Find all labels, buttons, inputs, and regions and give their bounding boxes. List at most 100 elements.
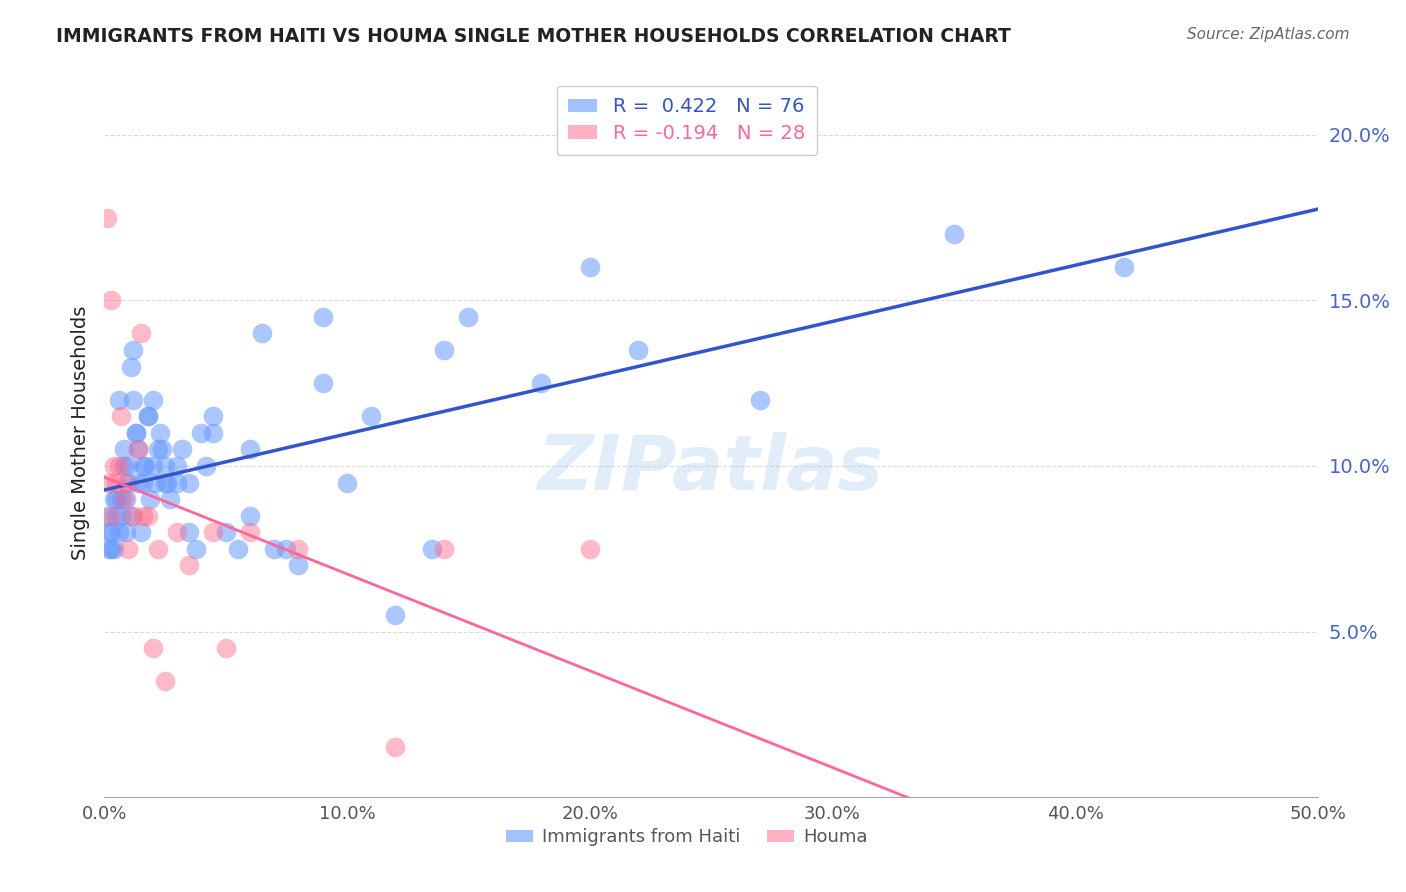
Immigrants from Haiti (125, 425, 148, 440)
Houma (132, 508, 155, 523)
Immigrants from Haiti (120, 508, 142, 523)
Houma (578, 541, 600, 556)
Immigrants from Haiti (112, 458, 135, 473)
Immigrants from Haiti (150, 442, 173, 457)
Legend: R =  0.422   N = 76, R = -0.194   N = 28: R = 0.422 N = 76, R = -0.194 N = 28 (557, 86, 817, 154)
Immigrants from Haiti (149, 425, 172, 440)
Immigrants from Haiti (170, 442, 193, 457)
Immigrants from Haiti (1112, 260, 1135, 275)
Houma (117, 541, 139, 556)
Immigrants from Haiti (153, 475, 176, 490)
Immigrants from Haiti (105, 508, 128, 523)
Houma (146, 541, 169, 556)
Immigrants from Haiti (132, 458, 155, 473)
Immigrants from Haiti (177, 475, 200, 490)
Immigrants from Haiti (98, 541, 121, 556)
Immigrants from Haiti (263, 541, 285, 556)
Immigrants from Haiti (142, 458, 165, 473)
Immigrants from Haiti (384, 607, 406, 622)
Immigrants from Haiti (112, 442, 135, 457)
Immigrants from Haiti (311, 376, 333, 391)
Immigrants from Haiti (226, 541, 249, 556)
Immigrants from Haiti (287, 558, 309, 573)
Immigrants from Haiti (336, 475, 359, 490)
Immigrants from Haiti (134, 458, 156, 473)
Immigrants from Haiti (457, 310, 479, 324)
Immigrants from Haiti (311, 310, 333, 324)
Immigrants from Haiti (142, 392, 165, 407)
Houma (177, 558, 200, 573)
Houma (239, 525, 262, 540)
Y-axis label: Single Mother Households: Single Mother Households (72, 306, 90, 560)
Houma (103, 458, 125, 473)
Immigrants from Haiti (117, 475, 139, 490)
Immigrants from Haiti (120, 359, 142, 374)
Immigrants from Haiti (748, 392, 770, 407)
Immigrants from Haiti (578, 260, 600, 275)
Immigrants from Haiti (100, 541, 122, 556)
Houma (202, 525, 225, 540)
Houma (384, 740, 406, 755)
Houma (142, 641, 165, 656)
Immigrants from Haiti (96, 508, 118, 523)
Houma (96, 211, 118, 225)
Immigrants from Haiti (98, 525, 121, 540)
Immigrants from Haiti (125, 425, 148, 440)
Immigrants from Haiti (103, 491, 125, 506)
Immigrants from Haiti (136, 409, 159, 424)
Immigrants from Haiti (122, 343, 145, 357)
Text: Source: ZipAtlas.com: Source: ZipAtlas.com (1187, 27, 1350, 42)
Immigrants from Haiti (153, 458, 176, 473)
Houma (129, 326, 152, 341)
Houma (287, 541, 309, 556)
Immigrants from Haiti (110, 508, 132, 523)
Immigrants from Haiti (146, 442, 169, 457)
Immigrants from Haiti (132, 475, 155, 490)
Houma (100, 293, 122, 308)
Immigrants from Haiti (250, 326, 273, 341)
Immigrants from Haiti (122, 392, 145, 407)
Houma (110, 409, 132, 424)
Houma (136, 508, 159, 523)
Immigrants from Haiti (190, 425, 212, 440)
Immigrants from Haiti (103, 541, 125, 556)
Immigrants from Haiti (117, 458, 139, 473)
Immigrants from Haiti (156, 475, 179, 490)
Houma (433, 541, 456, 556)
Text: ZIPatlas: ZIPatlas (538, 433, 884, 507)
Immigrants from Haiti (143, 475, 166, 490)
Immigrants from Haiti (202, 425, 225, 440)
Immigrants from Haiti (177, 525, 200, 540)
Immigrants from Haiti (166, 475, 188, 490)
Immigrants from Haiti (136, 409, 159, 424)
Immigrants from Haiti (127, 442, 149, 457)
Immigrants from Haiti (129, 525, 152, 540)
Immigrants from Haiti (127, 475, 149, 490)
Immigrants from Haiti (276, 541, 298, 556)
Immigrants from Haiti (202, 409, 225, 424)
Immigrants from Haiti (239, 442, 262, 457)
Immigrants from Haiti (186, 541, 208, 556)
Immigrants from Haiti (195, 458, 218, 473)
Immigrants from Haiti (115, 525, 138, 540)
Immigrants from Haiti (139, 491, 162, 506)
Houma (115, 475, 138, 490)
Immigrants from Haiti (107, 392, 129, 407)
Immigrants from Haiti (100, 525, 122, 540)
Houma (112, 491, 135, 506)
Houma (127, 442, 149, 457)
Immigrants from Haiti (110, 491, 132, 506)
Immigrants from Haiti (433, 343, 456, 357)
Immigrants from Haiti (239, 508, 262, 523)
Houma (100, 508, 122, 523)
Houma (122, 508, 145, 523)
Immigrants from Haiti (360, 409, 382, 424)
Immigrants from Haiti (942, 227, 965, 241)
Houma (214, 641, 236, 656)
Immigrants from Haiti (530, 376, 553, 391)
Houma (105, 475, 128, 490)
Immigrants from Haiti (166, 458, 188, 473)
Immigrants from Haiti (107, 525, 129, 540)
Immigrants from Haiti (105, 491, 128, 506)
Immigrants from Haiti (420, 541, 443, 556)
